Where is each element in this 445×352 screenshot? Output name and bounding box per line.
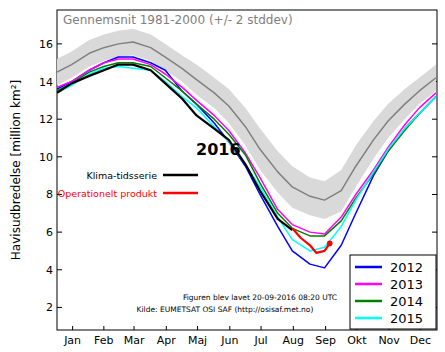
group-title: 2016: [196, 140, 241, 159]
group-legend-swatch: [163, 192, 198, 195]
x-tick-label: Jul: [253, 334, 267, 347]
y-tick: [57, 156, 62, 157]
y-tick-right: [432, 43, 437, 44]
x-tick-label: Nov: [378, 334, 400, 347]
y-tick: [57, 269, 62, 270]
x-tick: [197, 326, 198, 330]
group-legend-label: Klima-tidsserie: [86, 170, 157, 181]
y-axis-label: Havisudbredelse [million km²]: [9, 80, 23, 260]
y-tick-label: 16: [39, 38, 53, 51]
group-legend-label: Operationelt produkt: [58, 188, 158, 199]
annotation: Kilde: EUMETSAT OSI SAF (http://osisaf.m…: [137, 305, 314, 314]
series-line: [57, 57, 436, 268]
legend-swatch: [355, 283, 382, 286]
stddev-band: [57, 29, 436, 219]
plot-data: [57, 29, 436, 268]
y-tick: [57, 43, 62, 44]
chart: 2 4 6 8 10 12 14 16 Jan Feb Mar Apr Maj Jun Jul Aug Sep O…: [0, 0, 445, 352]
y-tick-label: 8: [46, 188, 53, 201]
legend-swatch: [355, 300, 382, 303]
legend-label: 2015: [390, 311, 423, 326]
series-line: [57, 63, 436, 236]
x-tick: [134, 326, 135, 330]
plot-frame: [57, 10, 437, 330]
y-tick-label: 6: [46, 226, 53, 239]
x-tick: [229, 326, 230, 330]
x-tick: [261, 326, 262, 330]
y-tick-label: 4: [46, 264, 53, 277]
x-tick-label: Okt: [347, 334, 367, 347]
legend-label: 2013: [390, 277, 423, 292]
legend-box: [350, 255, 436, 329]
y-tick-label: 2: [46, 301, 53, 314]
x-tick: [166, 326, 167, 330]
series-line: [57, 65, 292, 231]
x-tick-label: Apr: [157, 334, 177, 347]
x-tick: [293, 326, 294, 330]
x-tick-label: Mar: [124, 334, 145, 347]
y-tick-right: [432, 156, 437, 157]
annotation: Figuren blev lavet 20-09-2016 08:20 UTC: [183, 293, 337, 302]
x-tick-label: Jun: [220, 334, 238, 347]
x-tick-label: Sep: [315, 334, 336, 347]
legend-swatch: [355, 317, 382, 320]
x-tick: [325, 326, 326, 330]
x-tick: [72, 326, 73, 330]
series-line: [57, 59, 436, 234]
legend-label: 2012: [390, 260, 423, 275]
end-marker: [327, 241, 333, 247]
x-tick: [103, 326, 104, 330]
y-tick: [57, 232, 62, 233]
y-tick: [57, 307, 62, 308]
group-legend-swatch: [163, 174, 198, 177]
y-tick-label: 14: [39, 76, 53, 89]
legend-label: 2014: [390, 294, 423, 309]
x-tick-label: Jan: [63, 334, 81, 347]
x-tick-label: Dec: [410, 334, 431, 347]
y-tick-right: [432, 232, 437, 233]
y-tick-label: 12: [39, 113, 53, 126]
legend-swatch: [355, 266, 382, 269]
x-tick-label: Feb: [94, 334, 113, 347]
x-tick-label: Maj: [188, 334, 207, 347]
x-tick-label: Aug: [283, 334, 304, 347]
y-tick: [57, 119, 62, 120]
y-tick-label: 10: [39, 151, 53, 164]
y-tick-right: [432, 119, 437, 120]
series-line: [57, 66, 436, 250]
y-tick-right: [432, 194, 437, 195]
series-line: [292, 228, 329, 252]
mean-label: Gennemsnit 1981-2000 (+/- 2 stddev): [63, 13, 293, 27]
